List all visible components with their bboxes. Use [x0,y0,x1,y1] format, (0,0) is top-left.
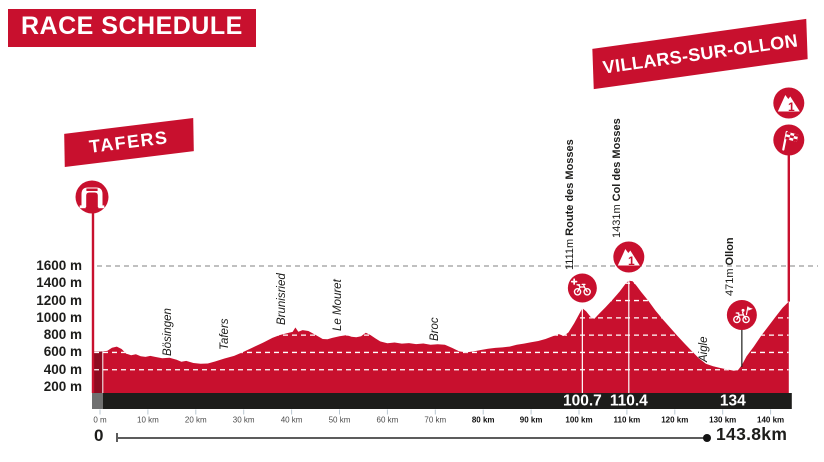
scale-line [117,437,705,439]
town-label-tafers: Tafers [218,318,231,350]
y-axis-label-600: 600 m [43,344,82,360]
x-tick-label: 60 km [377,416,399,425]
bar-km-label: 134 [720,393,746,410]
elevation-area [94,280,789,393]
distance-bar-start-segment [92,393,103,409]
neutral-start-strip [94,300,103,393]
marker-name: Col des Mosses [610,117,623,201]
mountain-cat1-icon: 1 [773,87,805,119]
scale-start-label: 0 [94,426,104,445]
svg-text:1: 1 [788,100,795,114]
svg-text:1: 1 [628,254,635,268]
x-tick-label: 110 km [614,416,641,425]
y-axis-label-200: 200 m [43,379,82,394]
marker-name: Route des Mosses [564,138,577,236]
marker-elevation: 471m [723,268,736,296]
distance-bar [92,393,792,409]
x-tick-label: 30 km [233,416,255,425]
scale-end-dot [703,434,711,442]
start-arch-icon [75,180,109,214]
x-tick-label: 20 km [185,416,207,425]
y-axis-label-800: 800 m [43,327,82,343]
x-tick-label: 120 km [661,416,688,425]
marker-name: Ollon [723,237,736,266]
x-tick-label: 0 m [93,416,107,425]
marker-label-col-des-mosses: 1431m Col des Mosses [611,118,623,238]
marker-label-ollon: 471m Ollon [724,237,736,296]
town-label-brunisried: Brunisried [275,272,288,325]
x-tick-label: 130 km [709,416,736,425]
x-tick-label: 80 km [472,416,495,425]
scale-end-label: 143.8km [716,424,788,444]
marker-label-route-des-mosses: 1111m Route des Mosses [564,139,576,270]
town-label-le-mouret: Le Mouret [332,279,345,332]
x-tick-label: 70 km [424,416,446,425]
x-tick-label: 10 km [137,416,159,425]
town-label-bösingen: Bösingen [161,308,174,357]
x-tick-label: 90 km [520,416,543,425]
marker-elevation: 1431m [610,203,623,238]
bar-km-label: 110.4 [610,393,648,410]
marker-elevation: 1111m [564,238,577,270]
y-axis-label-1400: 1400 m [36,275,82,291]
mountain-cat1-icon: 1 [613,241,645,273]
town-label-broc: Broc [428,316,441,341]
finish-flag-icon [773,124,805,156]
sprint-icon [726,300,757,330]
bar-km-label: 100.7 [563,393,602,410]
page-title: RACE SCHEDULE [8,9,256,47]
x-tick-label: 40 km [281,416,303,425]
y-axis-label-1200: 1200 m [36,292,82,308]
y-axis-label-1000: 1000 m [36,309,82,325]
y-axis-label-1600: 1600 m [36,257,82,273]
town-label-aigle: Aigle [697,336,710,362]
page-title-text: RACE SCHEDULE [21,12,243,40]
x-tick-label: 50 km [329,416,351,425]
x-axis-ticks: 0 m 10 km 20 km 30 km 40 km 50 km 60 km 70 km 80… [93,409,784,425]
x-tick-label: 100 km [565,416,592,425]
x-tick-label: 140 km [757,416,784,425]
bonus-sprint-icon [567,273,597,303]
y-axis-label-400: 400 m [43,361,82,377]
